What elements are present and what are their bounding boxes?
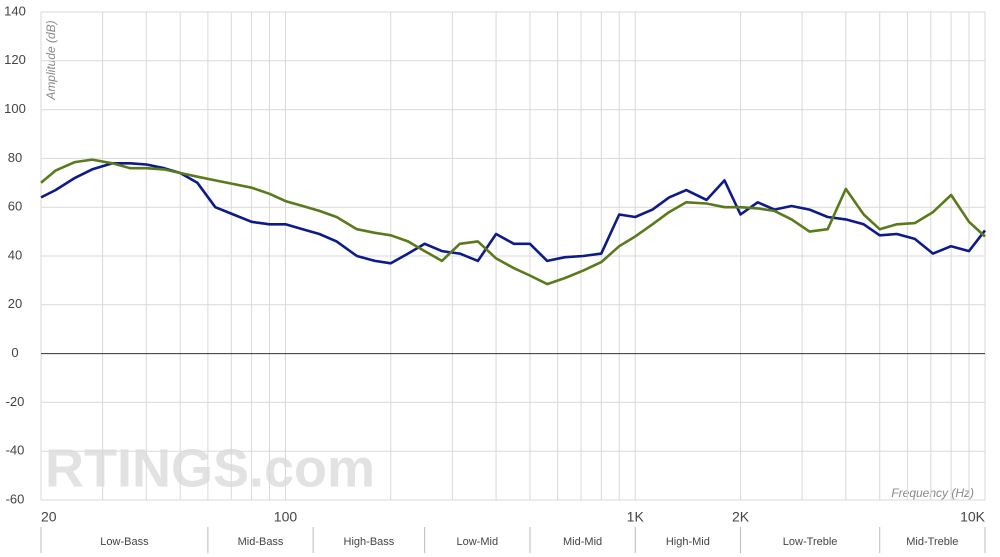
x-tick-label: 20 bbox=[41, 509, 57, 525]
y-tick-label: 80 bbox=[8, 150, 22, 165]
region-label: Low-Mid bbox=[457, 536, 499, 548]
series-line bbox=[40, 162, 987, 265]
y-tick-label: 140 bbox=[4, 3, 26, 18]
plot: -60 -40 -20 0 20 40 60 80 100 120 140 20 100 1K 2K 10K L… bbox=[4, 3, 987, 553]
region-label: High-Mid bbox=[666, 536, 710, 548]
y-tick-label: 120 bbox=[4, 52, 26, 67]
watermark: RTINGS.com bbox=[45, 438, 375, 498]
region-label: Low-Bass bbox=[100, 536, 149, 548]
y-tick-label: 60 bbox=[8, 199, 22, 214]
region-label: Mid-Bass bbox=[238, 536, 284, 548]
y-tick-label: 20 bbox=[8, 296, 22, 311]
x-axis-title: Frequency (Hz) bbox=[891, 486, 974, 500]
x-tick-label: 2K bbox=[732, 509, 750, 525]
region-label: Low-Treble bbox=[783, 536, 838, 548]
series-line bbox=[40, 158, 986, 286]
x-tick-label: 10K bbox=[960, 509, 986, 525]
x-tick-label: 100 bbox=[274, 509, 298, 525]
y-tick-label: 0 bbox=[11, 345, 18, 360]
x-tick-label: 1K bbox=[627, 509, 645, 525]
y-tick-label: -40 bbox=[6, 443, 25, 458]
y-tick-label: -20 bbox=[6, 394, 25, 409]
region-label: Mid-Mid bbox=[563, 536, 602, 548]
y-tick-label: 40 bbox=[8, 247, 22, 262]
region-label: Mid-Treble bbox=[906, 536, 958, 548]
y-tick-label: 100 bbox=[4, 101, 26, 116]
y-tick-label: -60 bbox=[6, 491, 25, 506]
region-label: High-Bass bbox=[344, 536, 395, 548]
